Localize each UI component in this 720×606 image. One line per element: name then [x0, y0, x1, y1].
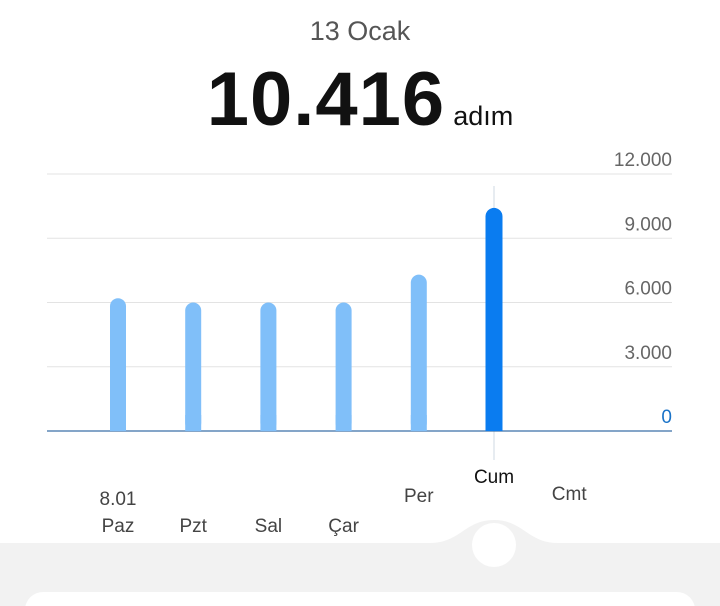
x-tick-label[interactable]: Sal [255, 516, 282, 537]
step-unit: adım [453, 101, 514, 131]
step-count-value: 10.416 [206, 57, 446, 142]
selection-handle[interactable] [472, 523, 516, 567]
content-card [25, 592, 695, 606]
y-tick-label: 6.000 [624, 279, 672, 300]
step-count: 10.416 adım [0, 56, 720, 143]
x-tick-label[interactable]: Cum [474, 467, 514, 488]
x-tick-label[interactable]: Pzt [179, 516, 207, 537]
bottom-panel [0, 520, 720, 606]
selected-date: 13 Ocak [309, 16, 411, 46]
y-tick-label: 12.000 [614, 150, 672, 171]
x-tick-label[interactable]: Çar [328, 516, 359, 537]
bar-base [335, 415, 352, 431]
y-tick-label: 9.000 [624, 214, 672, 235]
bar-base [410, 415, 427, 431]
bar-base [110, 415, 126, 431]
y-tick-label: 0 [661, 407, 672, 428]
bar-base [185, 415, 202, 431]
x-tick-label[interactable]: Per [404, 486, 434, 507]
x-tick-label[interactable]: Paz [102, 516, 135, 537]
bar-Paz[interactable] [110, 298, 126, 431]
week-date-label: 8.01 [100, 489, 137, 510]
bar-Çar[interactable] [335, 302, 352, 432]
bar-Cum[interactable] [485, 207, 503, 431]
y-tick-label: 3.000 [624, 343, 672, 364]
bar-Per[interactable] [410, 274, 427, 431]
bar-base [260, 415, 277, 431]
bar-base [485, 414, 503, 431]
x-tick-label[interactable]: Cmt [552, 484, 588, 505]
bar-Pzt[interactable] [185, 302, 202, 432]
bar-Sal[interactable] [260, 302, 277, 432]
